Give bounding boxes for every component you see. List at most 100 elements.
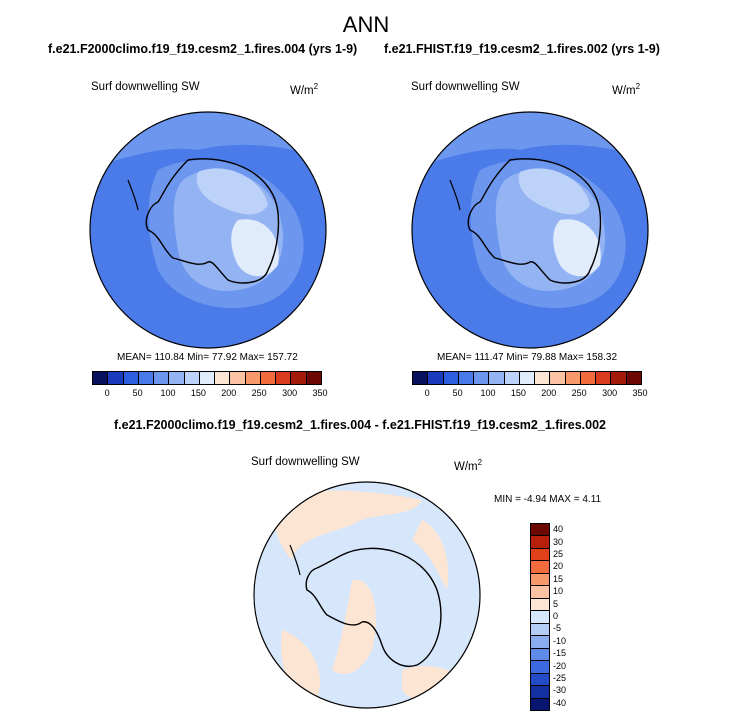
panel2-antarctica-coast <box>467 158 602 284</box>
colorbar-swatch <box>531 610 549 623</box>
colorbar-swatch <box>531 672 549 686</box>
colorbar-swatch <box>93 372 108 384</box>
colorbar-swatch <box>442 372 458 384</box>
colorbar-swatch <box>531 697 549 711</box>
colorbar-tick-label: 10 <box>553 586 564 597</box>
colorbar-swatch <box>122 372 138 384</box>
diff-peninsula <box>289 544 301 576</box>
colorbar-tick-label: -40 <box>553 697 567 708</box>
colorbar-swatch <box>564 372 580 384</box>
panel2-variable-label: Surf downwelling SW <box>411 81 520 93</box>
colorbar-tick-label: 15 <box>553 573 564 584</box>
panel1-contour-high-a <box>196 168 268 215</box>
panel2-units: W/m2 <box>612 82 641 97</box>
colorbar-swatch <box>595 372 611 384</box>
colorbar-swatch <box>275 372 291 384</box>
panel1-antarctica-coast <box>145 158 280 284</box>
colorbar-swatch <box>214 372 230 384</box>
diff-positive-west <box>281 630 321 705</box>
diff-colorbar-ticks: 40 30 25 20 15 10 5 0 -5 -10 -15 -20 -25 -30 -40 <box>553 523 593 709</box>
diff-antarctica-coast <box>305 547 442 667</box>
colorbar-tick-label: 20 <box>553 561 564 572</box>
diff-positive-center <box>332 579 376 674</box>
colorbar-tick-label: 0 <box>424 388 430 398</box>
colorbar-tick-label: 0 <box>553 611 559 621</box>
colorbar-swatch <box>244 372 260 384</box>
colorbar-swatch <box>531 685 549 698</box>
colorbar-tick-label: 350 <box>312 388 328 398</box>
panel1-map <box>89 111 327 349</box>
colorbar-tick-label: -30 <box>553 685 567 696</box>
colorbar-swatch <box>531 635 549 648</box>
panel1-stats: MEAN= 110.84 Min= 77.92 Max= 157.72 <box>117 352 298 363</box>
colorbar-swatch <box>531 547 549 561</box>
colorbar-swatch <box>534 372 550 384</box>
panel1-peninsula <box>127 179 139 211</box>
colorbar-tick-label: 100 <box>480 388 496 398</box>
colorbar-tick-label: 150 <box>190 388 206 398</box>
panel1-case-title: f.e21.F2000climo.f19_f19.cesm2_1.fires.0… <box>48 42 358 56</box>
colorbar-tick-label: 25 <box>553 549 564 559</box>
page-title: ANN <box>342 12 390 37</box>
colorbar-swatch <box>531 560 549 573</box>
colorbar-tick-label: 250 <box>251 388 267 398</box>
colorbar-swatch <box>488 372 504 384</box>
panel1-colorbar <box>92 371 322 385</box>
colorbar-tick-label: 250 <box>571 388 587 398</box>
colorbar-tick-label: 150 <box>510 388 526 398</box>
colorbar-swatch <box>531 622 549 636</box>
colorbar-tick-label: -25 <box>553 673 567 683</box>
diff-stats: MIN = -4.94 MAX = 4.11 <box>494 494 602 505</box>
colorbar-swatch <box>153 372 169 384</box>
colorbar-swatch <box>183 372 199 384</box>
colorbar-swatch <box>290 372 306 384</box>
colorbar-swatch <box>625 372 641 384</box>
colorbar-tick-label: -15 <box>553 648 567 659</box>
panel1-colorbar-ticks: 0 50 100 150 200 250 300 350 <box>92 388 328 400</box>
panel1-variable-label: Surf downwelling SW <box>91 81 200 93</box>
colorbar-tick-label: 5 <box>553 598 559 609</box>
diff-positive-south <box>402 666 467 702</box>
panel2-contour-high-b <box>553 219 601 277</box>
colorbar-swatch <box>549 372 565 384</box>
colorbar-tick-label: 200 <box>221 388 237 398</box>
colorbar-swatch <box>168 372 184 384</box>
panel2-map <box>411 111 649 349</box>
colorbar-swatch <box>518 372 535 384</box>
colorbar-swatch <box>531 524 549 536</box>
colorbar-swatch <box>610 372 626 384</box>
diff-map <box>253 481 481 709</box>
panel2-contour-high-a <box>518 168 590 215</box>
colorbar-tick-label: 100 <box>160 388 176 398</box>
colorbar-tick-label: 0 <box>104 388 110 398</box>
colorbar-swatch <box>413 372 428 384</box>
diff-case-title: f.e21.F2000climo.f19_f19.cesm2_1.fires.0… <box>114 418 606 432</box>
colorbar-tick-label: -20 <box>553 660 567 671</box>
panel2-colorbar-ticks: 0 50 100 150 200 250 300 350 <box>412 388 648 400</box>
colorbar-tick-label: 30 <box>553 536 564 547</box>
panel2-case-title: f.e21.FHIST.f19_f19.cesm2_1.fires.002 (y… <box>384 42 660 56</box>
colorbar-swatch <box>531 572 549 586</box>
colorbar-tick-label: 50 <box>452 388 463 398</box>
colorbar-swatch <box>531 535 549 548</box>
colorbar-swatch <box>503 372 519 384</box>
colorbar-tick-label: 300 <box>282 388 298 398</box>
colorbar-swatch <box>107 372 123 384</box>
colorbar-tick-label: 300 <box>602 388 618 398</box>
colorbar-swatch <box>259 372 276 384</box>
colorbar-tick-label: -5 <box>553 623 562 634</box>
panel2-colorbar <box>412 371 642 385</box>
panel1-units: W/m2 <box>290 82 319 97</box>
colorbar-tick-label: 50 <box>132 388 143 398</box>
colorbar-swatch <box>473 372 489 384</box>
colorbar-swatch <box>531 647 549 661</box>
colorbar-swatch <box>531 585 549 598</box>
panel1-contour-high-b <box>231 219 279 277</box>
colorbar-tick-label: 200 <box>541 388 557 398</box>
diff-colorbar <box>530 523 550 711</box>
colorbar-swatch <box>137 372 154 384</box>
colorbar-tick-label: 350 <box>632 388 648 398</box>
colorbar-swatch <box>579 372 596 384</box>
colorbar-tick-label: 40 <box>553 524 564 535</box>
colorbar-swatch <box>427 372 443 384</box>
